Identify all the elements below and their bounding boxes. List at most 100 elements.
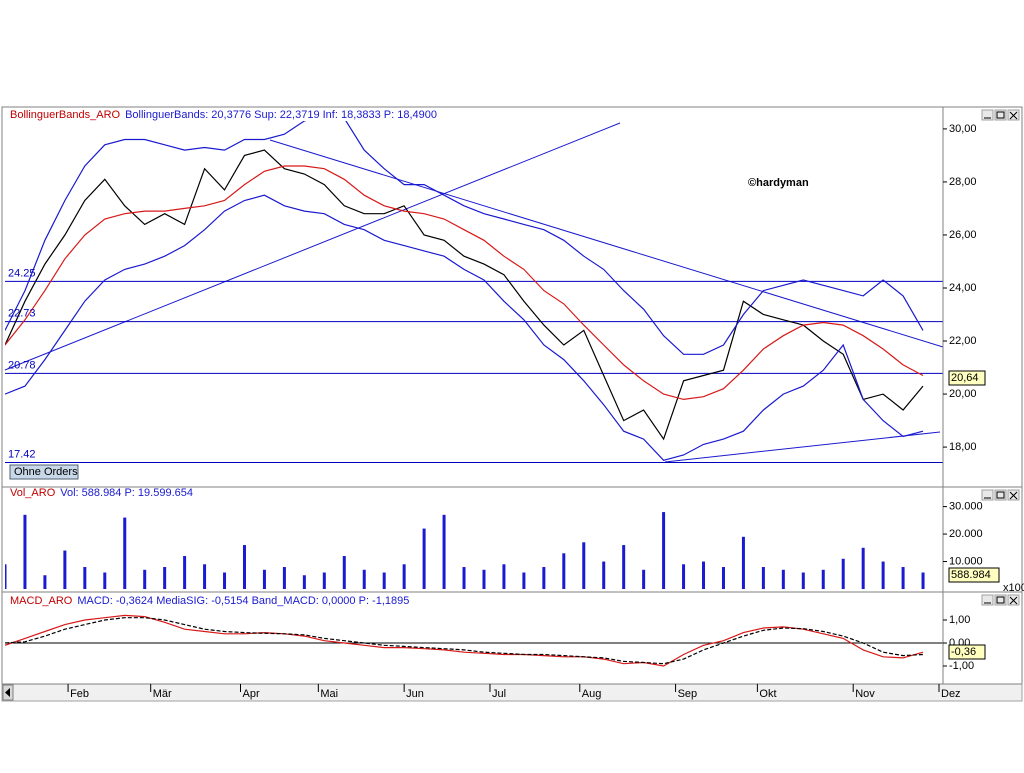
y-tick-label: 26,00: [949, 229, 977, 241]
volume-bar: [163, 567, 167, 589]
volume-bar: [123, 517, 127, 589]
last-value-box: [948, 644, 986, 660]
window-button[interactable]: [994, 109, 1007, 121]
x-tick-label: Sep: [678, 688, 698, 700]
level-label: 17.42: [8, 448, 36, 460]
plot: [5, 121, 943, 463]
window-frame: [1, 106, 1023, 702]
volume-bar: [382, 572, 386, 589]
volume-bar: [702, 561, 706, 589]
scroll-arrow: [5, 688, 10, 697]
volume-bar: [602, 561, 606, 589]
level-label: 24.25: [8, 267, 36, 279]
x-tick-label: Apr: [242, 688, 259, 700]
volume-bar: [881, 561, 885, 589]
volume-bar: [921, 572, 925, 589]
volume-bar: [23, 514, 27, 589]
x-tick-label: Aug: [582, 688, 602, 700]
indicator-name: MACD_ARO: [10, 595, 73, 607]
window-button[interactable]: [994, 594, 1007, 606]
indicator-info: BollinguerBands: 20,3776 Sup: 22,3719 In…: [125, 109, 437, 121]
series-line: [5, 617, 924, 665]
y-tick-label: 18,00: [949, 441, 977, 453]
volume-bar: [83, 567, 87, 589]
volume-bar: [103, 572, 107, 589]
volume-bar: [282, 567, 286, 589]
volume-bar: [143, 569, 147, 589]
volume-bar: [262, 569, 266, 589]
series-line: [5, 194, 924, 461]
level-label: 22.73: [8, 308, 36, 320]
indicator-name: BollinguerBands_ARO: [10, 109, 121, 121]
volume-bar: [183, 556, 187, 589]
plot: [5, 512, 925, 589]
trend-line: [664, 431, 941, 463]
x-tick-label: Jun: [406, 688, 424, 700]
indicator-info: MACD: -0,3624 MediaSIG: -0,5154 Band_MAC…: [77, 595, 409, 607]
x-tick-label: Dez: [941, 688, 961, 700]
y-tick-label: 24,00: [949, 282, 977, 294]
volume-bar: [223, 572, 227, 589]
x-tick-label: Jul: [492, 688, 506, 700]
last-value-box: [948, 567, 1000, 583]
btn-glyph: [1009, 111, 1018, 120]
volume-bar: [5, 564, 7, 589]
x-tick-label: Mai: [320, 688, 338, 700]
window-button[interactable]: [994, 489, 1007, 501]
btn-glyph: [996, 111, 1005, 119]
level-label: 20.78: [8, 359, 36, 371]
panel-header: MACD_ARO MACD: -0,3624 MediaSIG: -0,5154 …: [10, 595, 409, 607]
window-button[interactable]: [981, 109, 994, 121]
x-tick-label: Feb: [70, 688, 89, 700]
volume-bar: [741, 536, 745, 589]
y-tick-label: 30,00: [949, 123, 977, 135]
y-tick-label: 10.000: [949, 555, 983, 567]
volume-bar: [242, 545, 246, 589]
volume-bar: [861, 547, 865, 589]
btn-glyph: [1009, 596, 1018, 605]
btn-glyph: [1009, 491, 1018, 500]
orders-button-label: Ohne Orders: [14, 466, 78, 478]
volume-bar: [801, 572, 805, 589]
y-tick-label: 20,00: [949, 388, 977, 400]
volume-bar: [542, 567, 546, 589]
x-tick-label: Okt: [759, 688, 776, 700]
last-value: -0,36: [951, 646, 976, 658]
last-value-box: [948, 370, 986, 386]
orders-button[interactable]: [9, 464, 79, 480]
volume-bar: [781, 569, 785, 589]
y-tick-label: -1,00: [949, 660, 974, 672]
volume-bar: [302, 575, 306, 589]
trend-line: [4, 122, 621, 371]
volume-bar: [203, 564, 207, 589]
volume-bar: [362, 569, 366, 589]
x-tick-label: Mär: [153, 688, 172, 700]
volume-bar: [841, 558, 845, 589]
volume-bar: [582, 542, 586, 589]
indicator-info: Vol: 588.984 P: 19.599.654: [60, 487, 193, 499]
plot: [5, 614, 943, 667]
window-button[interactable]: [981, 489, 994, 501]
volume-bar: [821, 569, 825, 589]
volume-bar: [522, 572, 526, 589]
y-tick-label: 1,00: [949, 614, 970, 626]
volume-bar: [322, 572, 326, 589]
trend-line: [269, 139, 944, 348]
volume-bar: [901, 567, 905, 589]
volume-bar: [662, 512, 666, 589]
last-value: 20,64: [951, 372, 979, 384]
volume-bar: [43, 575, 47, 589]
scale-note: x100: [1003, 582, 1024, 594]
btn-glyph: [996, 596, 1005, 604]
last-value: 588.984: [951, 569, 991, 581]
volume-bar: [642, 569, 646, 589]
y-tick-label: 20.000: [949, 528, 983, 540]
series-line: [5, 165, 924, 401]
series-line: [5, 121, 924, 355]
volume-bar: [442, 514, 446, 589]
panel-header: Vol_ARO Vol: 588.984 P: 19.599.654: [10, 487, 193, 499]
window-button[interactable]: [981, 594, 994, 606]
btn-glyph: [996, 491, 1005, 499]
